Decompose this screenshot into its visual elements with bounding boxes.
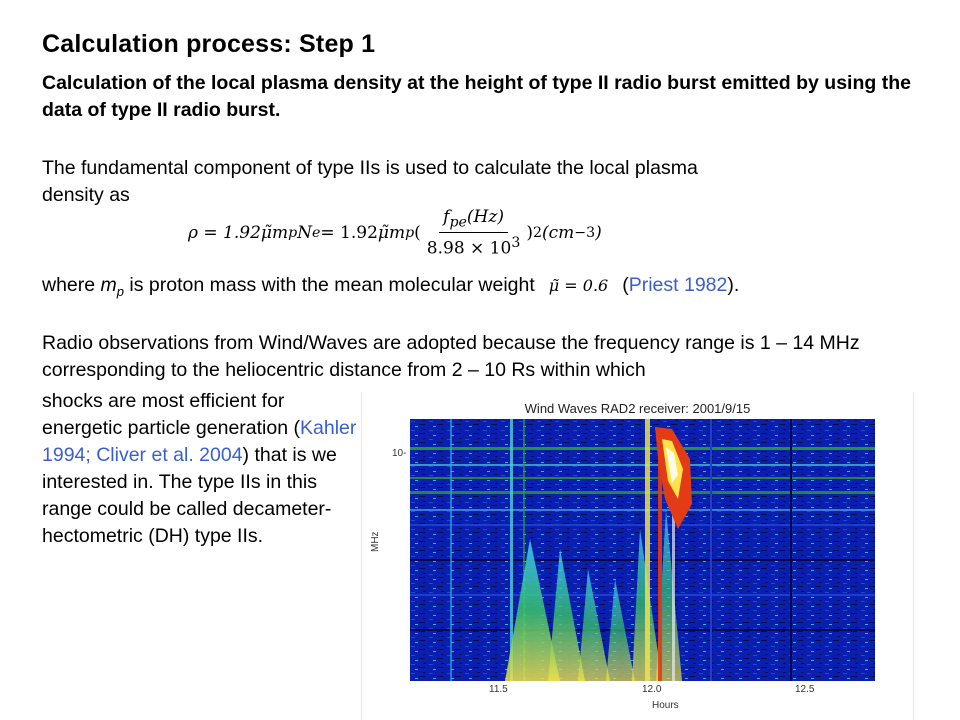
formula-denominator-base: 8.98 × 10 — [426, 239, 512, 260]
slide-subtitle: Calculation of the local plasma density … — [42, 72, 911, 121]
formula-open-paren: ( — [414, 223, 421, 243]
where-m: m — [100, 274, 117, 296]
left-column-text: shocks are most efficient for energetic … — [42, 388, 362, 550]
ref-close: ). — [727, 274, 740, 296]
x-tick-11-5: 11.5 — [489, 684, 508, 695]
formula-eq2: = 1.92 — [320, 223, 378, 243]
intro-line-1: The fundamental component of type IIs is… — [42, 157, 698, 179]
formula-mu-m: μ̃m — [260, 223, 289, 243]
x-tick-12-5: 12.5 — [795, 684, 815, 695]
where-post: is proton mass with the mean molecular w… — [124, 274, 535, 296]
mu-value: μ̃ = 0.6 — [548, 276, 609, 295]
x-axis-label: Hours — [652, 700, 679, 711]
radio-paragraph: Radio observations from Wind/Waves are a… — [42, 332, 860, 381]
ref-open: ( — [622, 274, 629, 296]
formula-unit-sup: −3 — [574, 225, 596, 241]
formula-mu-m-2-sub: p — [405, 225, 415, 241]
formula-numerator-rest: (Hz) — [466, 206, 504, 227]
formula-denominator-sup: 3 — [511, 235, 521, 252]
left-text-1: shocks are most efficient for energetic … — [42, 390, 300, 439]
intro-paragraph: The fundamental component of type IIs is… — [42, 155, 932, 209]
formula-lhs: ρ = 1.92 — [188, 223, 261, 243]
formula-square: 2 — [532, 225, 542, 241]
y-axis-label: MHz — [370, 531, 381, 552]
formula-unit-close: ) — [595, 223, 602, 243]
spectrogram-figure: Wind Waves RAD2 receiver: 2001/9/15 MHz … — [361, 392, 914, 720]
kahler-cliver-link[interactable]: Kahler 1994; Cliver et al. 2004 — [42, 417, 357, 466]
formula-mu-m-sub: p — [288, 225, 298, 241]
where-pre: where — [42, 274, 101, 296]
formula-mu-m-2: μ̃m — [377, 223, 406, 243]
formula-ne: N — [297, 223, 313, 243]
spectrogram-graphic — [410, 419, 875, 681]
formula-numerator-f: f — [443, 206, 450, 227]
formula-numerator-sub: pe — [449, 214, 467, 231]
formula-unit: (cm — [542, 223, 575, 243]
formula-denominator: 8.98 × 103 — [423, 233, 525, 259]
y-tick-10: 10- — [392, 448, 407, 459]
formula-fraction: fpe(Hz) 8.98 × 103 — [423, 207, 525, 259]
where-sub: p — [116, 283, 125, 299]
formula-close-paren: ) — [526, 223, 533, 243]
spectrogram-plot — [410, 419, 875, 681]
formula-numerator: fpe(Hz) — [439, 206, 508, 234]
where-line: where mp is proton mass with the mean mo… — [42, 272, 932, 305]
formula-ne-sub: e — [312, 225, 321, 241]
intro-line-2: density as — [42, 184, 130, 206]
slide-title: Calculation process: Step 1 — [42, 30, 376, 58]
x-tick-12-0: 12.0 — [642, 684, 662, 695]
figure-title: Wind Waves RAD2 receiver: 2001/9/15 — [524, 401, 751, 416]
priest-1982-link[interactable]: Priest 1982 — [628, 274, 728, 296]
left-text-2: ) that is we interested in. The type IIs… — [42, 444, 337, 547]
